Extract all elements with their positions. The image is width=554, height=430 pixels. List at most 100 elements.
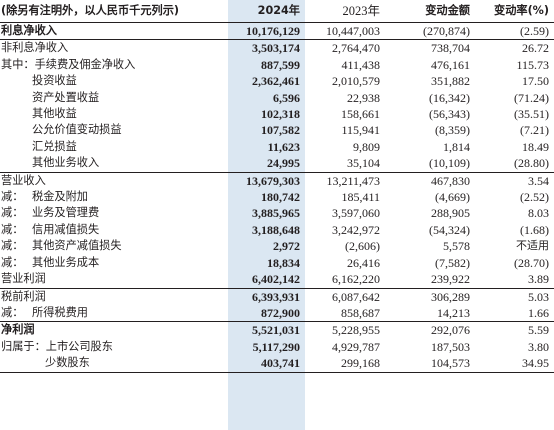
cell-current: 5,117,290 (252, 339, 300, 354)
table-row: 其他收益 102,318 158,661 (56,343) (35.51) (0, 106, 554, 122)
row-label-text: 营业收入 (1, 173, 46, 187)
row-prefix: 减： (1, 206, 24, 220)
cell-current: 5,521,031 (228, 321, 305, 339)
row-label: 营业收入 (0, 171, 228, 190)
cell-change: 187,503 (431, 339, 470, 354)
row-label: 归属于：上市公司股东 (0, 339, 228, 355)
table-row: 营业利润 6,402,142 6,162,220 239,922 3.89 (0, 271, 554, 288)
cell-prior: 35,104 (347, 156, 380, 171)
cell-change: 351,882 (431, 74, 470, 89)
cell-current: 3,188,648 (252, 222, 300, 237)
cell-current: 180,742 (261, 190, 300, 205)
cell-current: 6,402,142 (252, 272, 300, 287)
cell-prior: 10,447,003 (326, 24, 380, 38)
cell-rate: (71.24) (514, 90, 549, 105)
cell-change: (56,343) (429, 107, 470, 122)
table-row: 净利润 5,521,031 5,228,955 292,076 5.59 (0, 321, 554, 339)
cell-prior: 4,929,787 (332, 339, 380, 354)
row-label: 减： 所得税费用 (0, 305, 228, 322)
cell-prior: 115,941 (341, 123, 380, 138)
cell-change: (4,669) (435, 190, 470, 205)
row-label-text: 净利润 (1, 323, 35, 337)
cell-current: 6,596 (273, 90, 300, 105)
header-rate: 变动率(%) (475, 0, 554, 23)
cell-current: 872,900 (261, 305, 300, 320)
cell-current: 403,741 (228, 355, 305, 373)
cell-prior: 2,764,470 (305, 39, 385, 57)
table-row: 税前利润 6,393,931 6,087,642 306,289 5.03 (0, 287, 554, 305)
table-row: 减： 其他资产减值损失 2,972 (2,606) 5,578 不适用 (0, 238, 554, 254)
row-label: 资产处置收益 (0, 90, 228, 106)
row-prefix: 其中： (1, 57, 35, 71)
row-label: 其中：手续费及佣金净收入 (0, 57, 228, 73)
row-prefix: 减： (1, 305, 24, 319)
row-label: 减： 业务及管理费 (0, 205, 228, 221)
header-current-year: 2024年 (228, 0, 305, 23)
cell-change: 306,289 (385, 287, 475, 305)
cell-rate: (35.51) (514, 107, 549, 122)
row-label-text: 汇兑损益 (32, 139, 77, 153)
cell-prior: 6,162,220 (332, 272, 380, 287)
cell-change: 104,573 (385, 355, 475, 373)
cell-change: (10,109) (429, 156, 470, 171)
cell-change: (270,874) (423, 24, 470, 38)
cell-rate: (28.80) (514, 156, 549, 171)
cell-rate: 不适用 (516, 239, 549, 253)
cell-current: 18,834 (267, 255, 300, 270)
cell-current: 102,318 (261, 107, 300, 122)
row-label-text: 信用减值损失 (32, 222, 100, 236)
income-statement-table: (除另有注明外，以人民币千元列示) 2024年 2023年 变动金额 变动率(%… (0, 0, 554, 373)
cell-prior: (2,606) (345, 239, 380, 254)
row-label: 非利息净收入 (0, 39, 228, 57)
cell-prior: 411,438 (341, 57, 380, 72)
cell-prior: 6,087,642 (305, 287, 385, 305)
cell-change: 14,213 (437, 305, 470, 320)
row-label: 其他业务收入 (0, 155, 228, 172)
cell-prior: 3,242,972 (332, 222, 380, 237)
cell-prior: 299,168 (305, 355, 385, 373)
row-label-text: 其他资产减值损失 (32, 239, 122, 253)
cell-current: 13,679,303 (228, 171, 305, 190)
cell-current: 3,885,965 (252, 206, 300, 221)
cell-rate: 18.49 (522, 139, 549, 154)
cell-rate: 115.73 (516, 57, 549, 72)
row-prefix: 归属于： (1, 339, 46, 353)
row-label: 公允价值变动损益 (0, 122, 228, 138)
table-row: 其中：手续费及佣金净收入 887,599 411,438 476,161 115.73 (0, 57, 554, 73)
cell-rate: 3.80 (528, 339, 549, 354)
cell-prior: 158,661 (341, 107, 380, 122)
row-label-text: 其他业务收入 (32, 156, 100, 170)
row-label: 减： 信用减值损失 (0, 222, 228, 238)
cell-rate: 5.03 (475, 287, 554, 305)
cell-current: 11,623 (267, 139, 300, 154)
table-row: 公允价值变动损益 107,582 115,941 (8,359) (7.21) (0, 122, 554, 138)
cell-rate: 1.66 (528, 305, 549, 320)
cell-rate: 5.59 (475, 321, 554, 339)
row-label-text: 税金及附加 (32, 190, 88, 204)
table-row: 汇兑损益 11,623 9,809 1,814 18.49 (0, 139, 554, 155)
cell-rate: 26.72 (475, 39, 554, 57)
cell-change: 239,922 (431, 272, 470, 287)
table-row: 少数股东 403,741 299,168 104,573 34.95 (0, 355, 554, 373)
cell-rate: 3.54 (475, 171, 554, 190)
cell-current: 6,393,931 (228, 287, 305, 305)
cell-change: 1,814 (443, 139, 470, 154)
cell-current: 24,995 (267, 156, 300, 171)
cell-rate: (1.68) (520, 222, 549, 237)
row-label: 少数股东 (0, 355, 228, 373)
header-prior-year: 2023年 (305, 0, 385, 23)
cell-change: (8,359) (435, 123, 470, 138)
row-prefix: 减： (1, 222, 24, 236)
row-label-text: 手续费及佣金净收入 (34, 57, 136, 71)
cell-rate: (2.59) (520, 24, 549, 38)
row-label: 税前利润 (0, 287, 228, 305)
row-label: 利息净收入 (0, 23, 228, 40)
cell-prior: 185,411 (341, 190, 380, 205)
table-row: 减： 税金及附加 180,742 185,411 (4,669) (2.52) (0, 189, 554, 205)
row-label-text: 其他业务成本 (32, 255, 100, 269)
header-row: (除另有注明外，以人民币千元列示) 2024年 2023年 变动金额 变动率(%… (0, 0, 554, 23)
cell-change: 476,161 (431, 57, 470, 72)
row-label: 其他收益 (0, 106, 228, 122)
cell-prior: 26,416 (347, 255, 380, 270)
row-label: 减： 其他资产减值损失 (0, 238, 228, 254)
